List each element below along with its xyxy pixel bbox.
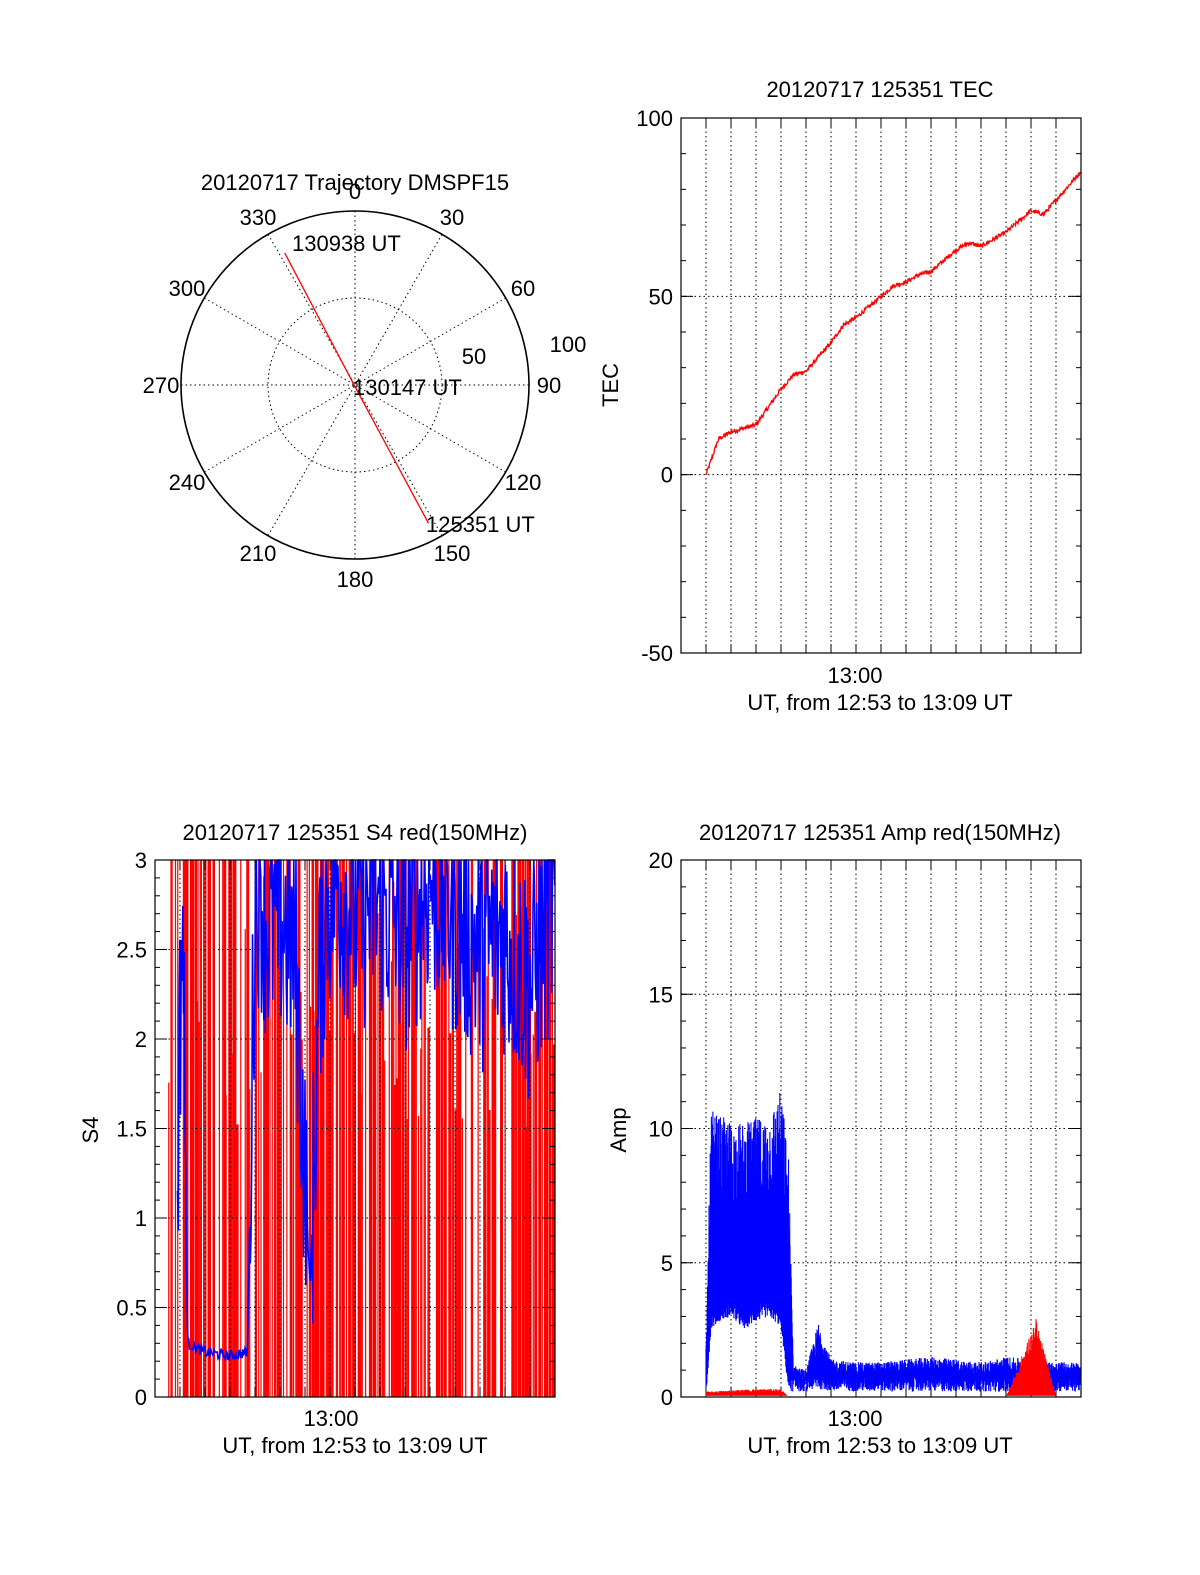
s4-chart: 20120717 125351 S4 red(150MHz) 0 0.5 1 1.5 2… <box>78 820 556 1458</box>
polar-angle-label-30: 30 <box>440 205 464 230</box>
tec-y-tick-labels: -50 0 50 100 <box>636 106 673 666</box>
s4-plot-frame <box>154 859 556 1398</box>
y-tick-label-5: 5 <box>661 1251 673 1276</box>
tec-chart: 20120717 125351 TEC -50 0 50 100 13:00 UT, … <box>598 77 1082 715</box>
amp-x-axis-label: UT, from 12:53 to 13:09 UT <box>747 1433 1012 1458</box>
y-tick-label-50: 50 <box>649 284 673 309</box>
tec-x-tick-label: 13:00 <box>827 663 882 688</box>
polar-angle-label-60: 60 <box>511 276 535 301</box>
polar-angle-label-330: 330 <box>240 205 277 230</box>
polar-angle-label-240: 240 <box>169 470 206 495</box>
trajectory-start-label: 125351 UT <box>426 512 535 537</box>
amp-chart: 20120717 125351 Amp red(150MHz) 0 5 10 15 20… <box>606 820 1082 1458</box>
polar-angle-label-0: 0 <box>349 179 361 204</box>
y-tick-label-0: 0 <box>661 1385 673 1410</box>
s4-blue-series-line <box>176 858 556 1362</box>
trajectory-end-label: 130938 UT <box>292 231 401 256</box>
y-tick-label-10: 10 <box>649 1117 673 1142</box>
polar-trajectory-chart: 20120717 Trajectory DMSPF15 0 30 60 90 120 15… <box>143 170 587 592</box>
amp-grid <box>681 859 1081 1398</box>
y-tick-label-2.5: 2.5 <box>116 938 147 963</box>
amp-y-tick-labels: 0 5 10 15 20 <box>649 848 673 1410</box>
polar-radius-label-100: 100 <box>550 332 587 357</box>
s4-y-axis-label: S4 <box>78 1117 103 1144</box>
trajectory-line <box>284 252 430 524</box>
y-tick-label-3: 3 <box>135 848 147 873</box>
s4-x-axis-label: UT, from 12:53 to 13:09 UT <box>222 1433 487 1458</box>
trajectory-mid-label: 130147 UT <box>353 375 462 400</box>
tec-plot-frame <box>680 117 1082 654</box>
amp-title: 20120717 125351 Amp red(150MHz) <box>699 820 1061 845</box>
y-tick-label--50: -50 <box>641 641 673 666</box>
y-tick-label-0: 0 <box>661 463 673 488</box>
s4-y-tick-labels: 0 0.5 1 1.5 2 2.5 3 <box>116 848 147 1410</box>
y-tick-label-100: 100 <box>636 106 673 131</box>
amp-x-tick-label: 13:00 <box>827 1406 882 1431</box>
polar-angle-label-210: 210 <box>240 541 277 566</box>
tec-grid <box>681 117 1081 654</box>
amp-y-axis-label: Amp <box>606 1107 631 1152</box>
amp-red-series <box>705 1319 1057 1396</box>
polar-angle-label-120: 120 <box>505 470 542 495</box>
y-tick-label-2: 2 <box>135 1027 147 1052</box>
y-tick-label-15: 15 <box>649 982 673 1007</box>
tec-y-axis-label: TEC <box>598 363 623 407</box>
y-tick-label-0.5: 0.5 <box>116 1296 147 1321</box>
polar-angle-label-150: 150 <box>434 541 471 566</box>
y-tick-label-20: 20 <box>649 848 673 873</box>
amp-blue-series <box>705 1093 1082 1392</box>
y-tick-label-0: 0 <box>135 1385 147 1410</box>
tec-series-line <box>705 171 1082 475</box>
tec-x-axis-label: UT, from 12:53 to 13:09 UT <box>747 690 1012 715</box>
y-tick-label-1: 1 <box>135 1206 147 1231</box>
polar-angle-label-90: 90 <box>537 373 561 398</box>
polar-title: 20120717 Trajectory DMSPF15 <box>201 170 509 195</box>
polar-angle-label-180: 180 <box>337 567 374 592</box>
polar-angle-labels: 0 30 60 90 120 150 180 210 240 270 300 330 <box>143 179 562 592</box>
polar-radius-label-50: 50 <box>462 344 486 369</box>
tec-title: 20120717 125351 TEC <box>766 77 993 102</box>
amp-plot-frame <box>680 859 1082 1398</box>
s4-title: 20120717 125351 S4 red(150MHz) <box>183 820 528 845</box>
s4-x-tick-label: 13:00 <box>303 1406 358 1431</box>
polar-angle-label-300: 300 <box>169 276 206 301</box>
polar-angle-label-270: 270 <box>143 373 180 398</box>
y-tick-label-1.5: 1.5 <box>116 1117 147 1142</box>
